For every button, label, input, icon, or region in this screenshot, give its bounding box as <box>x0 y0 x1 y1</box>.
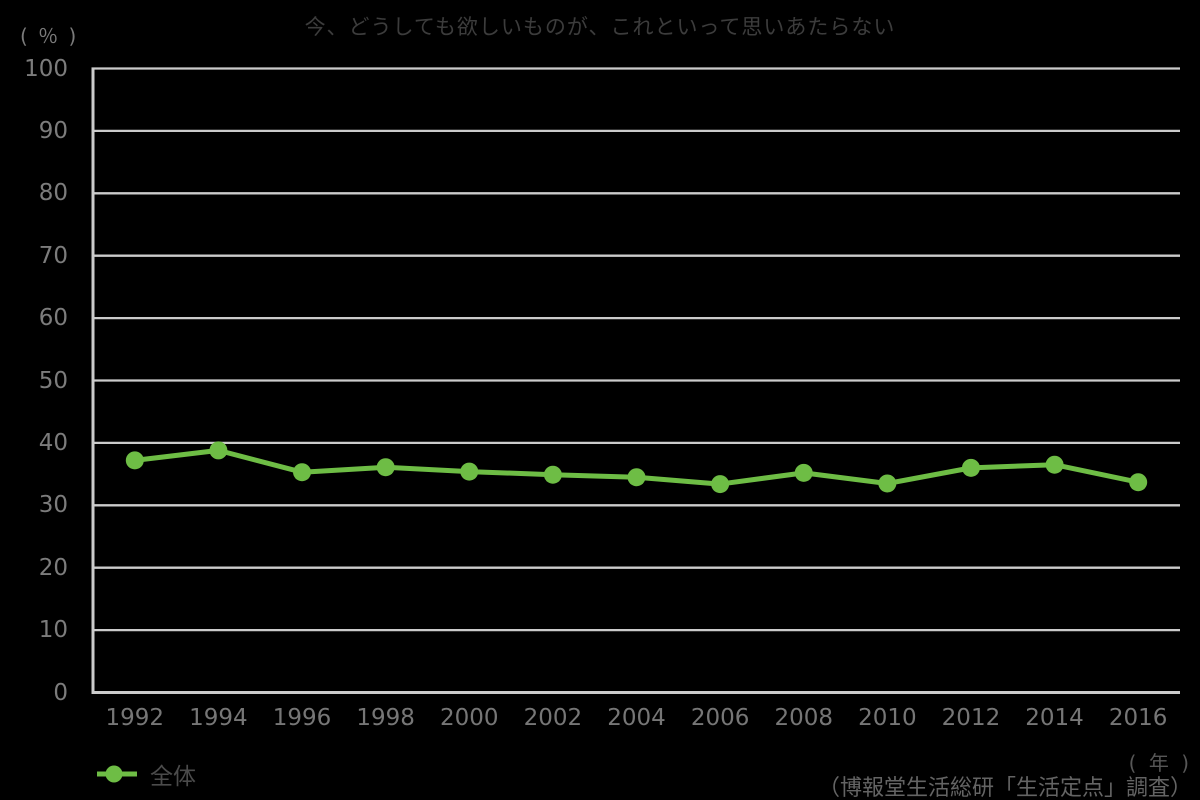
data-point <box>711 475 730 494</box>
source-credit: （博報堂生活総研「生活定点」調査） <box>817 776 1192 800</box>
legend-series-label: 全体 <box>150 764 196 790</box>
x-tick-label: 2012 <box>941 705 1001 731</box>
data-point <box>293 463 312 482</box>
y-tick-label: 40 <box>38 429 68 456</box>
data-point <box>460 462 479 481</box>
y-tick-label: 60 <box>38 305 68 332</box>
data-point <box>961 458 980 477</box>
x-tick-label: 1992 <box>105 705 165 731</box>
y-tick-label: 50 <box>38 367 68 394</box>
data-point <box>794 463 813 482</box>
legend-line-marker-icon <box>97 765 137 783</box>
x-tick-label: 2016 <box>1108 705 1168 731</box>
data-point <box>376 458 395 477</box>
x-tick-label: 1996 <box>272 705 332 731</box>
x-tick-label: 1998 <box>356 705 415 731</box>
y-tick-label: 90 <box>38 117 68 144</box>
x-tick-label: 1994 <box>189 705 248 731</box>
x-tick-label: 2006 <box>690 705 750 731</box>
data-point <box>209 441 228 460</box>
legend: 全体 <box>95 757 196 791</box>
x-tick-label: 2014 <box>1025 705 1084 731</box>
y-tick-label: 100 <box>24 55 68 82</box>
data-point <box>125 451 144 470</box>
data-point <box>627 468 646 487</box>
y-tick-label: 20 <box>38 554 68 581</box>
y-tick-label: 0 <box>53 679 68 706</box>
y-tick-label: 80 <box>38 180 68 207</box>
data-point <box>1045 455 1064 474</box>
y-tick-label: 30 <box>38 492 68 519</box>
x-axis-unit-label: ( 年 ) <box>1128 751 1192 775</box>
y-tick-label: 10 <box>38 617 68 644</box>
data-point <box>1129 473 1148 492</box>
data-point <box>878 474 897 493</box>
x-tick-label: 2000 <box>439 705 499 731</box>
data-point <box>543 465 562 484</box>
y-tick-label: 70 <box>38 242 68 269</box>
x-tick-label: 2008 <box>774 705 833 731</box>
x-tick-label: 2010 <box>858 705 917 731</box>
y-axis-unit-label: ( ％ ) <box>20 24 79 48</box>
chart-title: 今、どうしても欲しいものが、これといって思いあたらない <box>304 15 896 39</box>
x-tick-label: 2004 <box>607 705 666 731</box>
x-tick-label: 2002 <box>523 705 583 731</box>
